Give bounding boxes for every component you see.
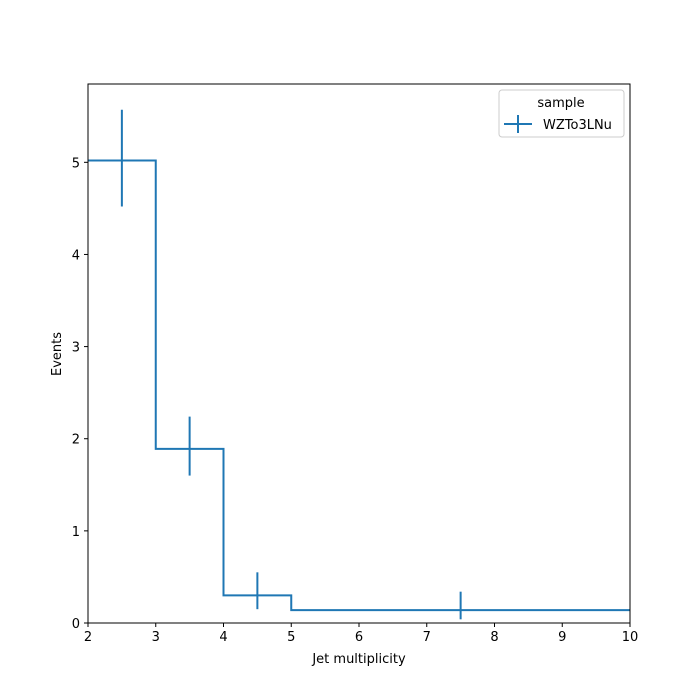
x-tick-label: 3	[152, 630, 160, 645]
x-tick-label: 6	[355, 630, 363, 645]
x-tick-label: 7	[423, 630, 431, 645]
x-axis-title: Jet multiplicity	[311, 652, 406, 667]
series-layer	[88, 109, 630, 620]
y-tick-label: 1	[72, 525, 80, 540]
y-tick-label: 2	[72, 433, 80, 448]
y-tick-label: 0	[72, 617, 80, 632]
y-tick-label: 5	[72, 156, 80, 171]
x-tick-label: 9	[558, 630, 566, 645]
x-tick-label: 5	[287, 630, 295, 645]
x-tick-label: 8	[490, 630, 498, 645]
plot-frame	[87, 83, 631, 624]
y-tick-label: 4	[72, 248, 80, 263]
y-tick-label: 3	[72, 341, 80, 356]
histogram-step-line	[88, 159, 630, 612]
y-axis-ticks: 0 1 2 3 4 5	[72, 156, 88, 632]
x-axis-ticks: 2 3 4 5 6 7 8 9 10	[84, 623, 638, 645]
x-tick-label: 2	[84, 630, 92, 645]
legend: sample WZTo3LNu	[498, 89, 625, 138]
legend-title: sample	[537, 96, 584, 111]
x-tick-label: 4	[219, 630, 227, 645]
legend-box	[498, 89, 625, 138]
y-axis-title: Events	[50, 332, 65, 376]
x-tick-label: 10	[622, 630, 639, 645]
legend-series-label: WZTo3LNu	[543, 118, 612, 133]
